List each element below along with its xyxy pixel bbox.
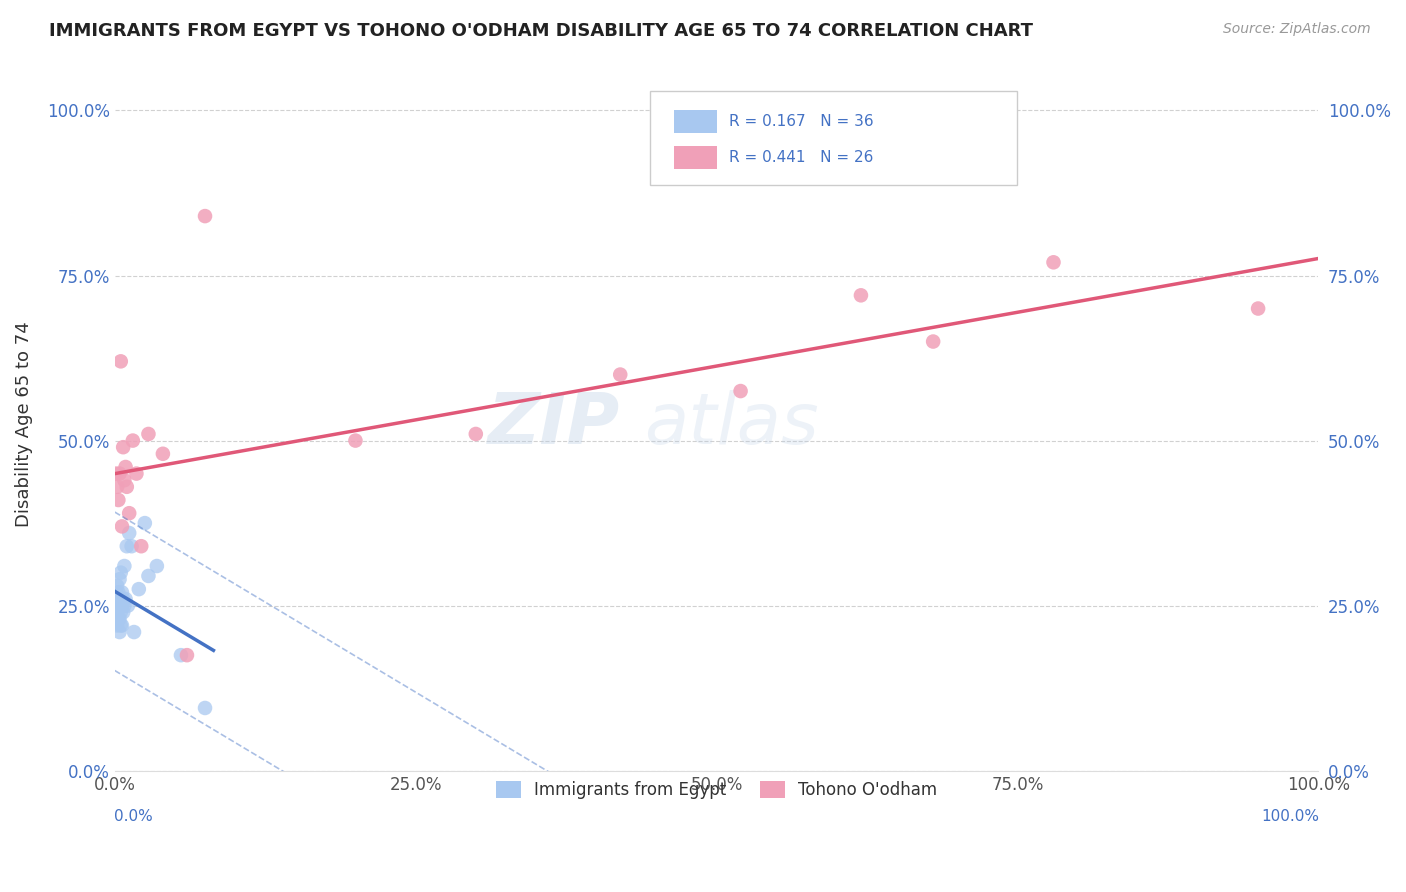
Point [104,585,127,599]
Point [344,434,367,448]
Point [118,506,141,520]
Point [138,427,160,442]
Point [108,625,131,640]
Point [115,539,138,553]
Point [849,288,872,302]
Point [110,592,132,607]
Point [105,480,128,494]
Point [112,440,135,454]
Point [112,605,135,619]
Point [107,493,129,508]
Point [115,480,138,494]
Point [170,648,193,662]
Point [1247,301,1270,316]
Point [117,599,139,613]
Text: 0.0%: 0.0% [114,809,152,824]
Point [176,648,198,662]
Point [122,625,145,640]
Point [114,592,136,607]
Point [121,434,143,448]
Point [111,599,134,613]
Point [730,384,752,398]
Point [112,599,135,613]
Point [105,618,128,632]
Point [118,526,141,541]
Bar [675,146,717,169]
Point [110,354,132,368]
Point [108,572,131,586]
Point [922,334,945,349]
Text: atlas: atlas [644,390,818,458]
Point [125,467,148,481]
Point [107,599,129,613]
Point [104,467,127,481]
Point [107,612,129,626]
Point [121,539,143,553]
Point [134,516,156,530]
Point [104,612,127,626]
Point [108,467,131,481]
Point [609,368,631,382]
Bar [675,110,717,133]
Point [194,701,217,715]
Point [138,569,160,583]
FancyBboxPatch shape [651,91,1018,185]
Text: 100.0%: 100.0% [1261,809,1319,824]
Point [105,592,128,607]
Text: IMMIGRANTS FROM EGYPT VS TOHONO O'ODHAM DISABILITY AGE 65 TO 74 CORRELATION CHAR: IMMIGRANTS FROM EGYPT VS TOHONO O'ODHAM … [49,22,1033,40]
Text: R = 0.441   N = 26: R = 0.441 N = 26 [728,150,873,165]
Point [104,599,127,613]
Point [114,460,136,475]
Point [112,592,135,607]
Point [105,579,128,593]
Text: ZIP: ZIP [488,390,620,458]
Point [105,605,128,619]
Point [107,585,129,599]
Legend: Immigrants from Egypt, Tohono O'odham: Immigrants from Egypt, Tohono O'odham [488,772,945,807]
Point [464,427,486,442]
Point [108,612,131,626]
Y-axis label: Disability Age 65 to 74: Disability Age 65 to 74 [15,321,32,527]
Point [110,566,132,580]
Point [146,559,169,574]
Text: Source: ZipAtlas.com: Source: ZipAtlas.com [1223,22,1371,37]
Point [128,582,150,596]
Point [129,539,152,553]
Point [111,618,134,632]
Point [112,473,135,487]
Point [152,447,174,461]
Point [111,519,134,533]
Point [110,605,132,619]
Text: R = 0.167   N = 36: R = 0.167 N = 36 [728,113,873,128]
Point [111,585,134,599]
Point [1042,255,1064,269]
Point [112,559,135,574]
Point [194,209,217,223]
Point [110,618,132,632]
